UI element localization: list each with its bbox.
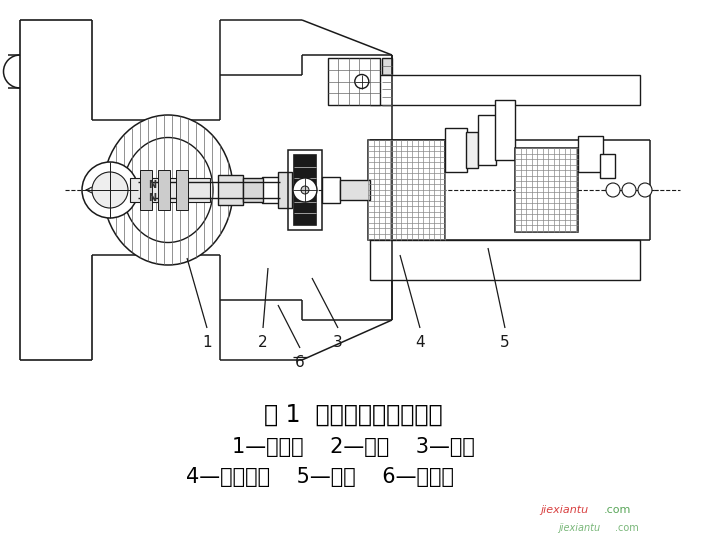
Bar: [158, 170, 170, 210]
Text: 4: 4: [415, 335, 425, 350]
Text: 5: 5: [500, 335, 510, 350]
Circle shape: [622, 183, 636, 197]
Bar: [466, 132, 478, 168]
Bar: [218, 175, 243, 205]
Text: 6: 6: [295, 355, 305, 370]
Text: 1—接线头    2—垫片    3—螺杆: 1—接线头 2—垫片 3—螺杆: [232, 437, 474, 457]
Ellipse shape: [123, 138, 213, 243]
Bar: [322, 177, 340, 203]
Bar: [445, 128, 467, 172]
Bar: [478, 115, 496, 165]
Text: N: N: [148, 193, 156, 203]
Circle shape: [301, 186, 309, 194]
Text: N: N: [148, 180, 156, 190]
Bar: [578, 136, 603, 172]
Circle shape: [92, 172, 128, 208]
Bar: [368, 140, 445, 240]
Text: 4—接线头组    5—基座    6—导线头: 4—接线头组 5—基座 6—导线头: [186, 467, 454, 487]
Text: .com: .com: [604, 505, 631, 515]
Circle shape: [606, 183, 620, 197]
Bar: [140, 170, 152, 210]
Bar: [600, 154, 615, 178]
Circle shape: [293, 178, 317, 202]
Bar: [294, 155, 316, 225]
Bar: [0, 0, 706, 380]
Bar: [130, 178, 210, 202]
Ellipse shape: [103, 115, 233, 265]
Text: .com: .com: [615, 523, 639, 533]
Text: 图 1  上连接头的设计结构: 图 1 上连接头的设计结构: [263, 403, 443, 427]
Bar: [176, 170, 188, 210]
Bar: [288, 150, 322, 230]
Text: jiexiantu: jiexiantu: [540, 505, 588, 515]
Circle shape: [638, 183, 652, 197]
Bar: [278, 172, 292, 208]
Bar: [370, 75, 640, 105]
Circle shape: [82, 162, 138, 218]
Text: 3: 3: [333, 335, 343, 350]
Bar: [515, 148, 578, 232]
Text: jiexiantu: jiexiantu: [558, 523, 600, 533]
Bar: [328, 58, 380, 105]
Bar: [340, 180, 370, 200]
Bar: [370, 240, 640, 280]
Circle shape: [355, 74, 369, 88]
Bar: [262, 177, 280, 203]
Text: 2: 2: [258, 335, 268, 350]
Text: 1: 1: [202, 335, 212, 350]
Bar: [243, 178, 263, 202]
Bar: [495, 100, 515, 160]
Bar: [382, 58, 392, 105]
